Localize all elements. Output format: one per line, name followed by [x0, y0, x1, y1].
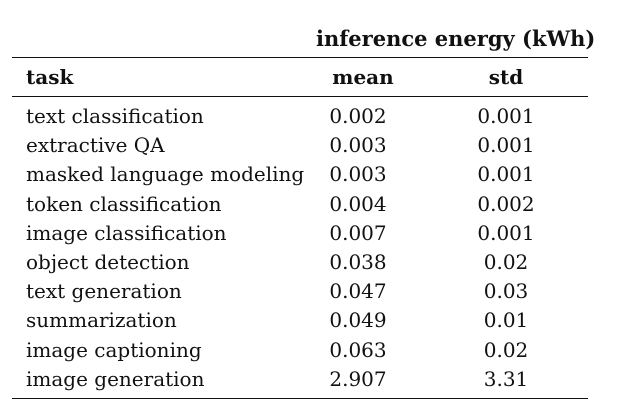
mean-cell: 0.003 [329, 133, 387, 158]
task-cell: token classification [26, 191, 222, 216]
header-rule [12, 96, 588, 97]
mean-cell: 0.003 [329, 162, 387, 187]
task-cell: text classification [26, 104, 204, 128]
task-cell: summarization [26, 308, 177, 333]
mean-cell: 0.038 [329, 249, 387, 274]
table-row: text classification 0.002 0.001 [12, 102, 588, 131]
mean-cell: 0.007 [329, 220, 387, 245]
table-row: image generation 2.907 3.31 [12, 365, 588, 394]
task-cell: extractive QA [26, 133, 165, 158]
std-cell: 0.001 [477, 220, 535, 245]
mean-cell: 0.049 [329, 308, 387, 333]
table-row: summarization 0.049 0.01 [12, 306, 588, 335]
column-header-std: std [488, 65, 524, 89]
top-rule [12, 57, 588, 58]
task-cell: image classification [26, 220, 227, 245]
std-cell: 0.01 [483, 308, 529, 333]
table-row: image classification 0.007 0.001 [12, 219, 588, 248]
task-cell: image captioning [26, 337, 202, 362]
table-row: extractive QA 0.003 0.001 [12, 131, 588, 160]
std-cell: 0.001 [477, 104, 535, 128]
task-cell: text generation [26, 279, 182, 304]
std-cell: 0.002 [477, 191, 535, 216]
table-row: text generation 0.047 0.03 [12, 277, 588, 306]
mean-cell: 0.002 [329, 104, 387, 128]
table-row: object detection 0.038 0.02 [12, 248, 588, 277]
std-cell: 0.02 [483, 337, 529, 362]
table-row: masked language modeling 0.003 0.001 [12, 160, 588, 189]
table-row: token classification 0.004 0.002 [12, 190, 588, 219]
task-cell: image generation [26, 366, 205, 391]
std-cell: 0.001 [477, 133, 535, 158]
std-cell: 0.001 [477, 162, 535, 187]
mean-cell: 2.907 [329, 366, 387, 391]
group-header-inference-energy: inference energy (kWh) [316, 26, 596, 51]
mean-cell: 0.063 [329, 337, 387, 362]
table-row: image captioning 0.063 0.02 [12, 336, 588, 365]
energy-table: inference energy (kWh) task mean std tex… [12, 22, 596, 402]
mean-cell: 0.047 [329, 279, 387, 304]
task-cell: masked language modeling [26, 162, 305, 187]
task-cell: object detection [26, 249, 190, 274]
column-header-mean: mean [332, 65, 394, 89]
table-body: text classification 0.002 0.001 extracti… [12, 102, 588, 394]
bottom-rule [12, 398, 588, 399]
std-cell: 3.31 [483, 366, 529, 391]
std-cell: 0.03 [483, 279, 529, 304]
column-header-task: task [26, 65, 74, 89]
std-cell: 0.02 [483, 249, 529, 274]
mean-cell: 0.004 [329, 191, 387, 216]
